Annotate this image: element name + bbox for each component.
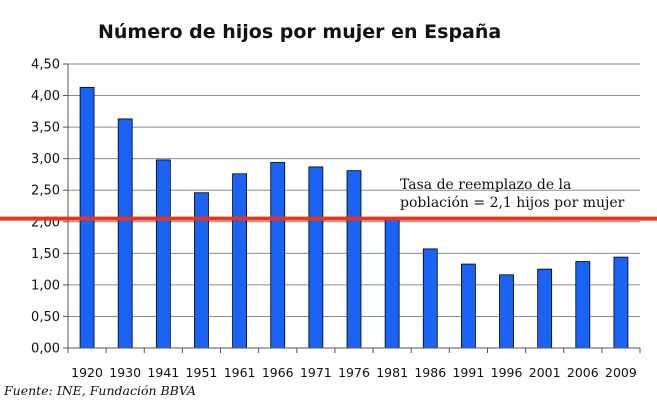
y-tick-label: 1,00 — [31, 278, 60, 293]
bar-1951 — [194, 192, 209, 349]
bar-1966 — [270, 162, 286, 349]
axes — [67, 64, 641, 353]
replacement-annotation-line-2: población = 2,1 hijos por mujer — [400, 195, 625, 211]
bar-1991 — [460, 263, 476, 349]
source-note: Fuente: INE, Fundación BBVA — [3, 383, 196, 398]
x-tick-label: 2009 — [605, 365, 637, 380]
bar-1986 — [422, 248, 438, 349]
x-tick-label: 1971 — [300, 365, 332, 380]
x-tick-label: 1920 — [71, 365, 103, 380]
x-tick-label: 1961 — [224, 365, 256, 380]
y-tick-label: 2,50 — [31, 184, 60, 199]
x-tick-label: 1930 — [109, 365, 141, 380]
x-tick-label: 1986 — [414, 365, 446, 380]
y-tick-label: 0,00 — [31, 342, 60, 357]
y-tick-label: 1,50 — [31, 247, 60, 262]
replacement-annotation-line-1: Tasa de reemplazo de la — [400, 177, 571, 193]
y-tick-label: 0,50 — [31, 310, 60, 325]
chart-title: Número de hijos por mujer en España — [98, 21, 501, 43]
bar-1981 — [384, 218, 400, 349]
bar-1976 — [346, 170, 362, 349]
y-tick-label: 3,50 — [31, 121, 60, 136]
bar-1941 — [155, 159, 171, 349]
y-tick-label: 4,00 — [31, 89, 60, 104]
y-tick-label: 3,00 — [31, 152, 60, 167]
x-tick-label: 1981 — [376, 365, 408, 380]
bar-1930 — [117, 118, 133, 349]
bar-1961 — [232, 173, 248, 349]
bar-2001 — [537, 268, 553, 349]
x-tick-label: 1951 — [186, 365, 218, 380]
bar-2009 — [613, 256, 629, 349]
bar-1996 — [499, 274, 514, 349]
bar-2006 — [575, 261, 591, 349]
bar-1971 — [308, 166, 324, 349]
x-tick-label: 2001 — [529, 365, 561, 380]
x-tick-label: 1941 — [147, 365, 179, 380]
x-tick-label: 1991 — [452, 365, 484, 380]
x-tick-label: 1966 — [262, 365, 294, 380]
x-tick-label: 1976 — [338, 365, 370, 380]
x-tick-label: 1996 — [491, 365, 523, 380]
y-tick-label: 4,50 — [31, 58, 60, 73]
x-axis-ticks: 1920 1930 1941 1951 1961 1966 1971 1976 1981 1986… — [71, 365, 637, 380]
x-tick-label: 2006 — [567, 365, 599, 380]
